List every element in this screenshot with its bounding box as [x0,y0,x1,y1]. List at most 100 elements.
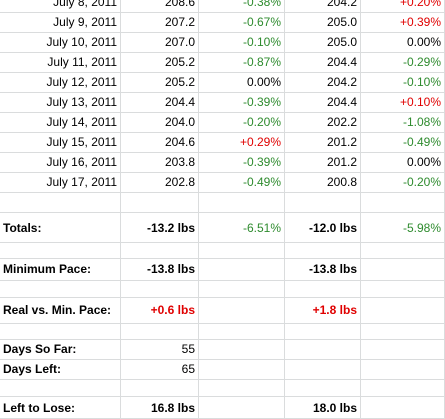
empty-cell[interactable] [121,193,199,213]
date-cell[interactable]: July 9, 2011 [0,13,121,33]
empty-cell[interactable] [199,324,285,340]
minimum-pace-a[interactable]: -13.8 lbs [121,259,199,281]
change-b-cell[interactable]: -0.20% [361,173,445,193]
weight-b-cell[interactable]: 204.2 [285,0,361,13]
weight-b-cell[interactable]: 204.4 [285,53,361,73]
days-so-far-value[interactable]: 55 [121,340,199,360]
change-b-cell[interactable]: -0.10% [361,73,445,93]
change-a-cell[interactable]: -0.49% [199,173,285,193]
empty-cell[interactable] [285,340,361,360]
left-to-lose-b[interactable]: 18.0 lbs [285,397,361,419]
days-so-far-label[interactable]: Days So Far: [0,340,121,360]
empty-cell[interactable] [199,259,285,281]
empty-cell[interactable] [285,193,361,213]
empty-cell[interactable] [0,243,121,259]
change-b-cell[interactable]: +0.20% [361,0,445,13]
change-b-cell[interactable]: +0.39% [361,13,445,33]
weight-b-cell[interactable]: 200.8 [285,173,361,193]
empty-cell[interactable] [199,397,285,419]
empty-cell[interactable] [285,324,361,340]
empty-cell[interactable] [199,281,285,298]
empty-cell[interactable] [361,380,445,397]
date-cell[interactable]: July 16, 2011 [0,153,121,173]
weight-a-cell[interactable]: 205.2 [121,53,199,73]
empty-cell[interactable] [199,340,285,360]
date-cell[interactable]: July 17, 2011 [0,173,121,193]
change-b-cell[interactable]: +0.10% [361,93,445,113]
empty-cell[interactable] [0,193,121,213]
change-b-cell[interactable]: 0.00% [361,33,445,53]
empty-cell[interactable] [199,298,285,324]
totals-lbs-a[interactable]: -13.2 lbs [121,213,199,243]
weight-b-cell[interactable]: 204.2 [285,73,361,93]
date-cell[interactable]: July 12, 2011 [0,73,121,93]
minimum-pace-label[interactable]: Minimum Pace: [0,259,121,281]
weight-a-cell[interactable]: 208.6 [121,0,199,13]
date-cell[interactable]: July 10, 2011 [0,33,121,53]
change-a-cell[interactable]: -0.20% [199,113,285,133]
left-to-lose-label[interactable]: Left to Lose: [0,397,121,419]
days-left-value[interactable]: 65 [121,360,199,380]
empty-cell[interactable] [121,243,199,259]
weight-a-cell[interactable]: 202.8 [121,173,199,193]
minimum-pace-b[interactable]: -13.8 lbs [285,259,361,281]
date-cell[interactable]: July 13, 2011 [0,93,121,113]
change-a-cell[interactable]: +0.29% [199,133,285,153]
totals-label[interactable]: Totals: [0,213,121,243]
date-cell[interactable]: July 14, 2011 [0,113,121,133]
change-b-cell[interactable]: -0.29% [361,53,445,73]
weight-a-cell[interactable]: 203.8 [121,153,199,173]
change-b-cell[interactable]: -0.49% [361,133,445,153]
change-a-cell[interactable]: -0.67% [199,13,285,33]
empty-cell[interactable] [361,324,445,340]
weight-a-cell[interactable]: 204.4 [121,93,199,113]
weight-a-cell[interactable]: 205.2 [121,73,199,93]
empty-cell[interactable] [285,360,361,380]
change-a-cell[interactable]: -0.38% [199,0,285,13]
change-a-cell[interactable]: -0.39% [199,93,285,113]
empty-cell[interactable] [361,259,445,281]
empty-cell[interactable] [361,281,445,298]
empty-cell[interactable] [361,193,445,213]
weight-b-cell[interactable]: 201.2 [285,133,361,153]
empty-cell[interactable] [199,193,285,213]
days-left-label[interactable]: Days Left: [0,360,121,380]
empty-cell[interactable] [361,397,445,419]
real-vs-min-a[interactable]: +0.6 lbs [121,298,199,324]
empty-cell[interactable] [121,324,199,340]
empty-cell[interactable] [361,298,445,324]
empty-cell[interactable] [285,281,361,298]
weight-b-cell[interactable]: 204.4 [285,93,361,113]
weight-a-cell[interactable]: 207.2 [121,13,199,33]
weight-b-cell[interactable]: 205.0 [285,33,361,53]
empty-cell[interactable] [285,243,361,259]
weight-a-cell[interactable]: 207.0 [121,33,199,53]
weight-b-cell[interactable]: 205.0 [285,13,361,33]
empty-cell[interactable] [0,324,121,340]
empty-cell[interactable] [0,380,121,397]
totals-lbs-b[interactable]: -12.0 lbs [285,213,361,243]
change-a-cell[interactable]: -0.87% [199,53,285,73]
change-b-cell[interactable]: -1.08% [361,113,445,133]
empty-cell[interactable] [199,380,285,397]
real-vs-min-label[interactable]: Real vs. Min. Pace: [0,298,121,324]
empty-cell[interactable] [199,243,285,259]
real-vs-min-b[interactable]: +1.8 lbs [285,298,361,324]
left-to-lose-a[interactable]: 16.8 lbs [121,397,199,419]
empty-cell[interactable] [361,340,445,360]
empty-cell[interactable] [121,380,199,397]
weight-b-cell[interactable]: 202.2 [285,113,361,133]
empty-cell[interactable] [285,380,361,397]
totals-pct-a[interactable]: -6.51% [199,213,285,243]
empty-cell[interactable] [361,243,445,259]
empty-cell[interactable] [121,281,199,298]
change-a-cell[interactable]: -0.39% [199,153,285,173]
empty-cell[interactable] [199,360,285,380]
date-cell[interactable]: July 15, 2011 [0,133,121,153]
weight-a-cell[interactable]: 204.6 [121,133,199,153]
change-a-cell[interactable]: 0.00% [199,73,285,93]
empty-cell[interactable] [361,360,445,380]
weight-a-cell[interactable]: 204.0 [121,113,199,133]
weight-b-cell[interactable]: 201.2 [285,153,361,173]
empty-cell[interactable] [0,281,121,298]
